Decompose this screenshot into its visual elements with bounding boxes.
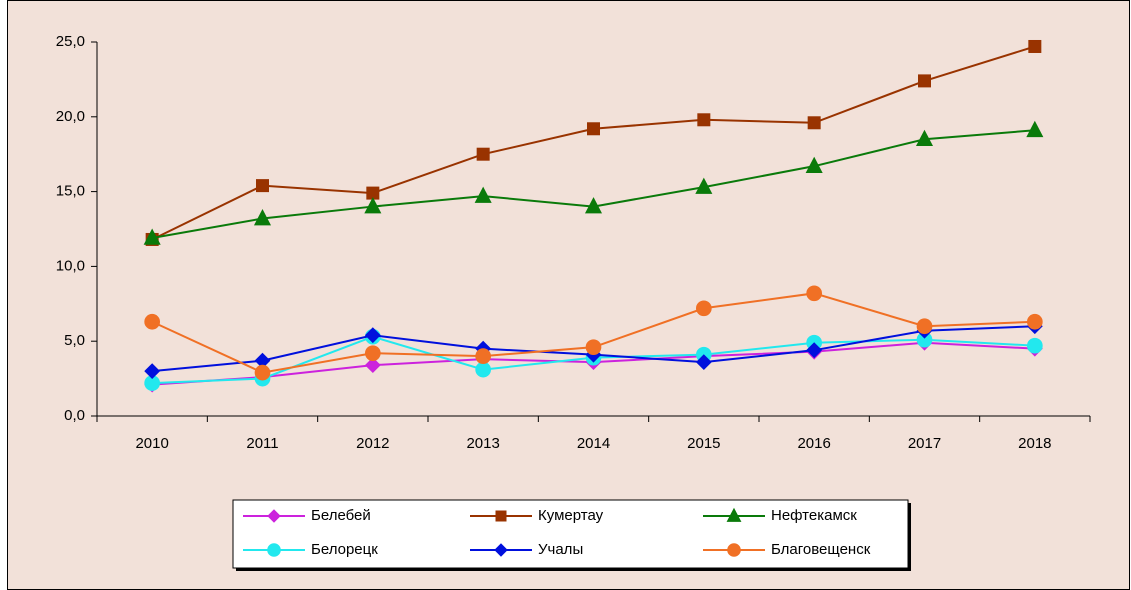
legend-label: Учалы	[538, 541, 583, 558]
chart-area	[7, 0, 1130, 590]
marker	[584, 197, 603, 214]
marker	[697, 113, 711, 127]
x-tick-label: 2011	[246, 435, 278, 452]
marker	[495, 510, 507, 522]
marker	[143, 228, 161, 245]
x-tick-label: 2012	[356, 435, 389, 452]
legend-label: Кумертау	[538, 507, 604, 524]
marker	[267, 543, 281, 557]
marker	[1026, 313, 1043, 330]
marker	[587, 122, 600, 136]
y-tick-label: 25,0	[56, 33, 85, 50]
marker	[253, 209, 272, 226]
marker	[695, 177, 713, 194]
marker	[916, 318, 933, 335]
marker	[364, 327, 381, 344]
x-tick-label: 2014	[577, 435, 610, 452]
legend-label: Белорецк	[311, 541, 378, 558]
y-tick-label: 0,0	[64, 407, 85, 424]
x-tick-label: 2015	[687, 435, 720, 452]
x-tick-label: 2013	[466, 435, 499, 452]
marker	[364, 197, 382, 214]
legend-label: Нефтекамск	[771, 507, 857, 524]
legend-box	[232, 499, 909, 569]
marker	[364, 345, 381, 362]
y-tick-label: 20,0	[56, 108, 85, 125]
marker	[256, 179, 269, 193]
x-tick-label: 2018	[1018, 435, 1051, 452]
marker	[475, 348, 492, 365]
marker	[585, 339, 602, 356]
marker	[494, 543, 508, 557]
marker	[726, 507, 742, 522]
marker	[475, 361, 492, 378]
marker	[474, 186, 492, 203]
marker	[727, 543, 741, 557]
legend-label: Белебей	[311, 507, 371, 524]
marker	[144, 363, 161, 380]
marker	[364, 357, 381, 374]
marker	[267, 509, 281, 523]
marker	[918, 74, 931, 88]
marker	[915, 129, 934, 147]
marker	[144, 313, 161, 330]
marker	[695, 300, 712, 317]
legend-label: Благовещенск	[771, 541, 871, 558]
marker	[807, 116, 821, 130]
marker	[1028, 39, 1042, 53]
x-tick-label: 2010	[135, 435, 168, 452]
y-tick-label: 5,0	[64, 332, 85, 349]
marker	[695, 354, 712, 371]
marker	[806, 285, 823, 302]
marker	[805, 156, 823, 173]
marker	[806, 342, 823, 359]
marker	[1026, 120, 1044, 138]
marker	[1026, 337, 1043, 354]
x-tick-label: 2016	[797, 435, 830, 452]
x-tick-label: 2017	[908, 435, 941, 452]
marker	[476, 147, 490, 161]
y-tick-label: 15,0	[56, 183, 85, 200]
y-tick-label: 10,0	[56, 257, 85, 274]
marker	[254, 364, 271, 381]
